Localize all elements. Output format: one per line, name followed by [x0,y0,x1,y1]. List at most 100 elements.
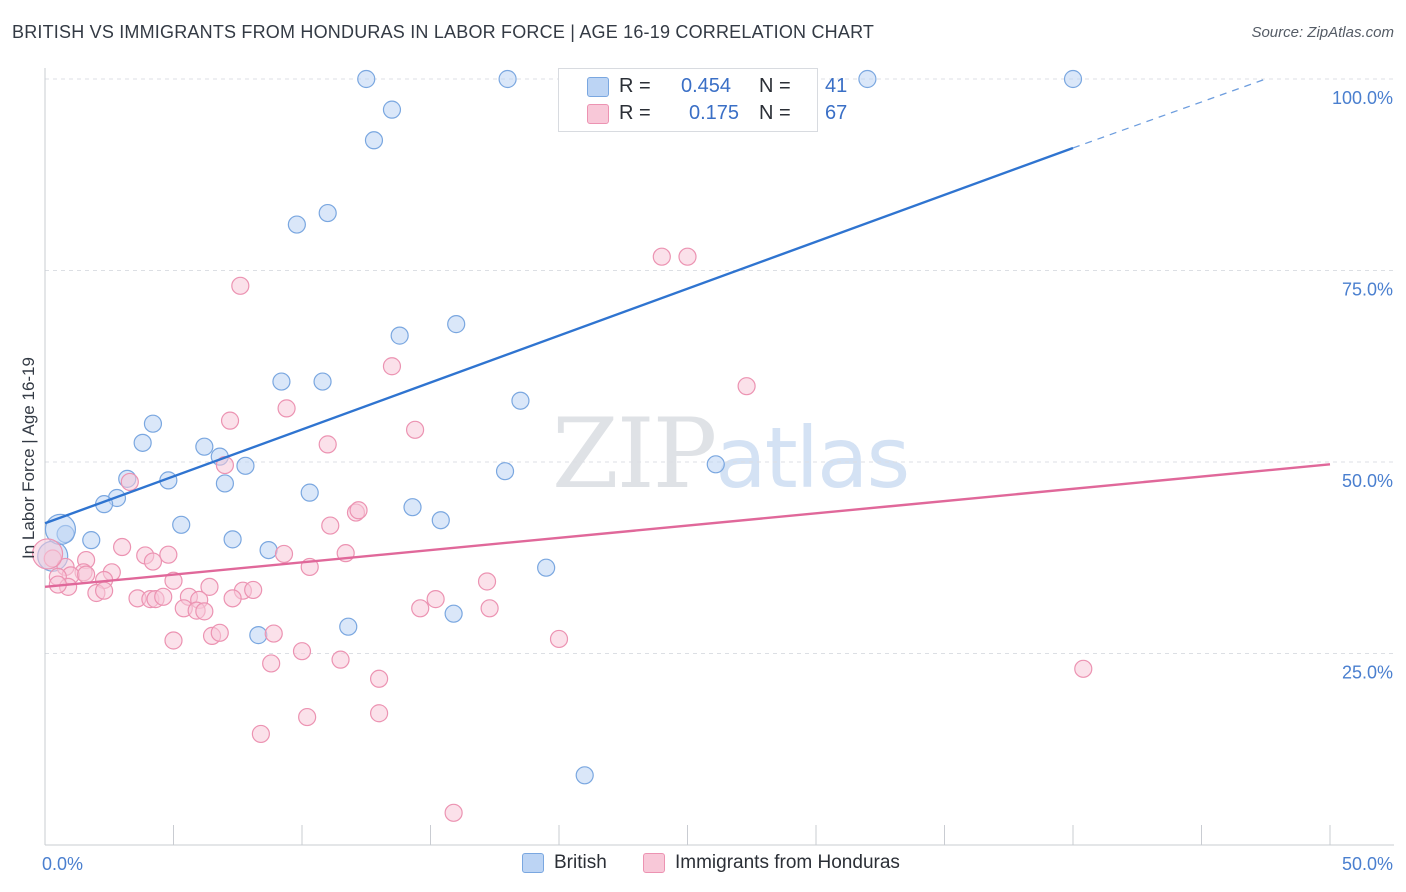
honduras-point [331,650,350,669]
british-point [431,511,450,530]
source-credit: Source: ZipAtlas.com [1251,24,1394,41]
british-point [313,372,332,391]
british-point [195,437,214,456]
british-point [339,617,358,636]
british-point [444,604,463,623]
watermark: ZIPatlas [552,398,910,510]
y-axis-label: In Labor Force | Age 16-19 [19,357,38,559]
honduras-point [737,377,756,396]
british-point [318,203,337,223]
honduras-point [262,654,281,673]
british-point [858,69,877,89]
honduras-point [195,602,214,621]
honduras-point [298,707,317,727]
british-point [259,540,278,560]
british-points [37,69,1083,785]
british-point [498,69,517,89]
honduras-point [154,587,173,606]
british-point [249,626,268,645]
honduras-point [31,538,64,570]
legend-r-label: R = [619,75,651,97]
british-trend-line [44,146,1074,525]
british-point [223,530,242,549]
honduras-point [264,624,283,643]
bottom-legend-swatch-honduras [643,853,665,873]
british-point [357,69,376,89]
honduras-point [652,247,671,266]
trend-lines [44,78,1331,589]
honduras-point [349,501,368,520]
british-point [172,515,191,534]
honduras-point [164,631,183,650]
british-point [495,462,515,481]
british-point [447,315,466,334]
honduras-point [1074,659,1093,678]
legend-r-label: R = [619,102,651,124]
british-point [236,456,255,475]
honduras-point [411,599,430,618]
british-point [382,100,402,119]
honduras-point [678,247,697,266]
legend-n-value-honduras: 67 [825,102,848,124]
honduras-point [231,276,250,295]
x-tick-label: 50.0% [1342,854,1393,874]
british-point [133,433,152,452]
honduras-point [95,581,114,600]
correlation-legend: R = 0.454 N = 41 R = 0.175 N = 67 [558,68,847,132]
honduras-point [143,552,163,571]
honduras-point [370,704,389,723]
honduras-point [120,472,139,492]
honduras-point [223,589,242,608]
honduras-point [112,537,132,557]
honduras-point [220,411,240,430]
honduras-point [251,724,270,744]
legend-swatch-british [587,77,609,97]
legend-n-label: N = [759,75,791,97]
axes [44,68,1394,846]
honduras-point [292,642,312,661]
honduras-point [200,577,219,596]
honduras-point [480,599,499,618]
honduras-point [477,572,497,591]
honduras-trend-line [44,463,1331,589]
legend-r-value-british: 0.454 [681,75,732,97]
british-point [364,131,384,150]
honduras-point [277,399,296,418]
legend-n-label: N = [759,102,791,124]
british-point [143,414,163,433]
honduras-point [444,803,463,822]
bottom-legend-swatch-british [522,853,544,873]
honduras-point [426,590,445,609]
british-point [82,531,101,550]
british-point [215,474,234,493]
y-tick-label: 100.0% [1332,88,1393,108]
honduras-point [77,565,96,584]
watermark-atlas: atlas [715,409,910,507]
british-point [44,513,77,546]
honduras-point [318,435,337,454]
honduras-point [321,516,340,535]
y-tick-label: 50.0% [1342,471,1393,491]
x-tick-label: 0.0% [42,854,83,874]
honduras-point [164,571,183,590]
legend-r-value-honduras: 0.175 [689,102,740,124]
honduras-point [370,669,389,688]
honduras-point [210,623,229,642]
british-point [706,455,725,474]
honduras-point [244,580,263,600]
british-point [575,766,594,785]
bottom-legend-label-honduras: Immigrants from Honduras [675,852,900,873]
watermark-zip: ZIP [552,398,717,510]
british-point [272,372,291,391]
legend-swatch-honduras [587,104,609,124]
tick-labels: 25.0% 50.0% 75.0% 100.0% 0.0% 50.0% In Labor F… [19,88,1393,874]
y-tick-label: 75.0% [1342,280,1393,300]
honduras-point [549,629,569,649]
y-tick-label: 25.0% [1342,663,1393,683]
legend-n-value-british: 41 [825,75,848,97]
british-point [403,498,422,517]
chart-title: BRITISH VS IMMIGRANTS FROM HONDURAS IN L… [12,22,875,42]
british-point [511,391,530,410]
honduras-point [159,545,178,564]
